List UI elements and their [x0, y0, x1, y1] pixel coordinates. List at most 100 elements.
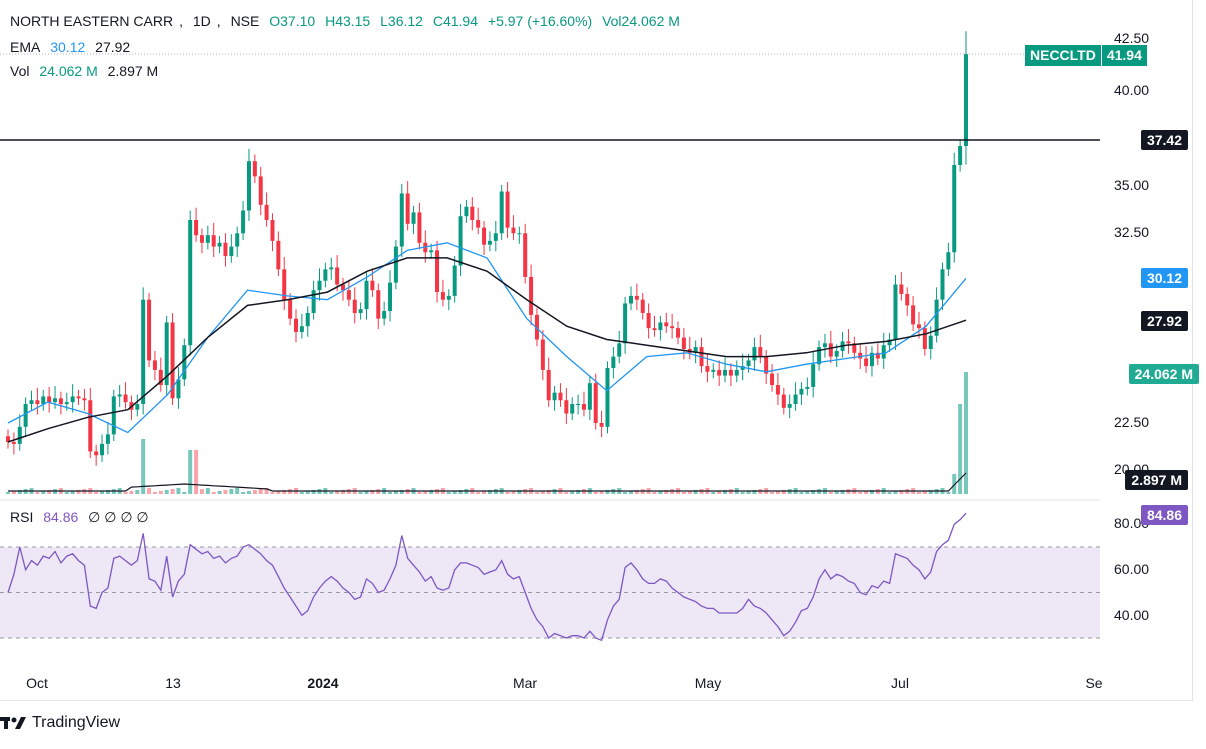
candle-body — [194, 220, 199, 236]
candle-body — [35, 400, 40, 405]
candle-body — [199, 235, 204, 243]
candle-body — [358, 309, 363, 313]
volume-ma-line — [8, 472, 967, 492]
volume-bar — [487, 490, 492, 494]
volume-bar — [899, 490, 904, 494]
rsi-legend[interactable]: RSI 84.86 ∅ ∅ ∅ ∅ — [10, 507, 155, 527]
candle-body — [229, 246, 234, 257]
interval-label: 1D — [192, 13, 211, 29]
candle-body — [958, 146, 963, 165]
ema-fast-value: 30.12 — [50, 39, 86, 55]
candle-body — [70, 396, 75, 403]
rsi-y-tick: 60.00 — [1114, 561, 1150, 577]
candle-body — [329, 267, 334, 270]
volume-bar — [605, 490, 610, 494]
candle-body — [634, 295, 639, 300]
volume-bar — [147, 488, 152, 494]
candle-body — [382, 311, 387, 319]
candle-body — [205, 235, 210, 243]
volume-bar — [182, 492, 187, 494]
volume-bar — [723, 490, 728, 494]
volume-bar — [241, 492, 246, 494]
volume-bar — [517, 490, 522, 494]
candle-body — [217, 242, 222, 247]
volume-bar — [6, 492, 10, 494]
symbol-name: NORTH EASTERN CARR — [10, 13, 174, 29]
candle-body — [470, 206, 475, 221]
ema-legend[interactable]: EMA 30.12 27.92 — [10, 37, 136, 57]
volume-bar — [76, 490, 81, 494]
volume-bar — [393, 491, 398, 494]
volume-bar — [799, 492, 804, 494]
rsi-y-tick: 40.00 — [1114, 607, 1150, 623]
candle-body — [517, 233, 522, 235]
ema-label: EMA — [10, 39, 41, 55]
candle-body — [916, 324, 921, 329]
candle-body — [399, 193, 404, 247]
ema-slow-value: 27.92 — [95, 39, 131, 55]
candle-body — [258, 176, 263, 205]
candle-body — [799, 388, 804, 395]
volume-bar — [364, 491, 369, 494]
candle-body — [6, 436, 10, 442]
volume-bar — [217, 491, 222, 494]
candle-body — [446, 295, 451, 300]
volume-legend[interactable]: Vol 24.062 M 2.897 M — [10, 61, 164, 81]
volume-bar — [329, 492, 334, 494]
rsi-tag: 84.86 — [1140, 505, 1188, 525]
ema-lines — [7, 242, 967, 443]
candle-body — [352, 299, 357, 313]
candle-body — [482, 227, 487, 245]
volume-tag: 24.062 M — [1128, 364, 1199, 384]
volume-bar — [952, 474, 957, 494]
candle-body — [593, 383, 598, 423]
volume-bar — [123, 492, 128, 494]
candle-body — [11, 441, 16, 444]
candle-body — [587, 383, 592, 410]
volume-bar — [17, 490, 22, 494]
candle-body — [223, 242, 228, 257]
candle-body — [411, 212, 416, 224]
candle-body — [952, 164, 957, 253]
volume-bar — [276, 491, 281, 494]
footer[interactable]: TradingView — [0, 714, 120, 732]
candle-body — [869, 352, 874, 367]
candle-body — [617, 343, 622, 357]
candle-body — [828, 343, 833, 357]
volume-bar — [740, 492, 745, 494]
ema-slow-line — [7, 257, 967, 443]
close-value: C41.94 — [432, 13, 478, 29]
candle-body — [100, 443, 105, 456]
volume-bar — [752, 490, 757, 494]
candle-body — [64, 402, 69, 405]
volume-bar — [70, 491, 75, 494]
candle-body — [564, 400, 569, 414]
candle-body — [664, 322, 669, 327]
volume-bar — [164, 490, 169, 494]
candle-body — [117, 394, 122, 397]
candle-body — [170, 322, 175, 399]
candle-body — [628, 295, 633, 304]
candle-body — [834, 350, 839, 357]
volume-bar — [35, 492, 40, 494]
volume-bar — [828, 492, 833, 494]
candle-body — [964, 54, 968, 147]
volume-bar — [246, 491, 251, 494]
change-value: +5.97 (+16.60%) — [487, 13, 593, 29]
candle-body — [282, 269, 287, 300]
open-value: O37.10 — [269, 13, 316, 29]
volume-bar — [100, 491, 105, 494]
exchange-label: NSE — [230, 13, 260, 29]
candle-body — [94, 451, 99, 456]
candle-body — [723, 369, 728, 376]
candle-body — [570, 404, 575, 414]
candle-body — [875, 352, 880, 359]
volume-bar — [505, 492, 510, 494]
rsi-band — [0, 547, 1100, 638]
volume-bar — [634, 490, 639, 494]
volume-bar — [194, 450, 199, 494]
candle-body — [852, 343, 857, 353]
volume-bar — [158, 491, 163, 494]
candle-body — [211, 235, 216, 247]
